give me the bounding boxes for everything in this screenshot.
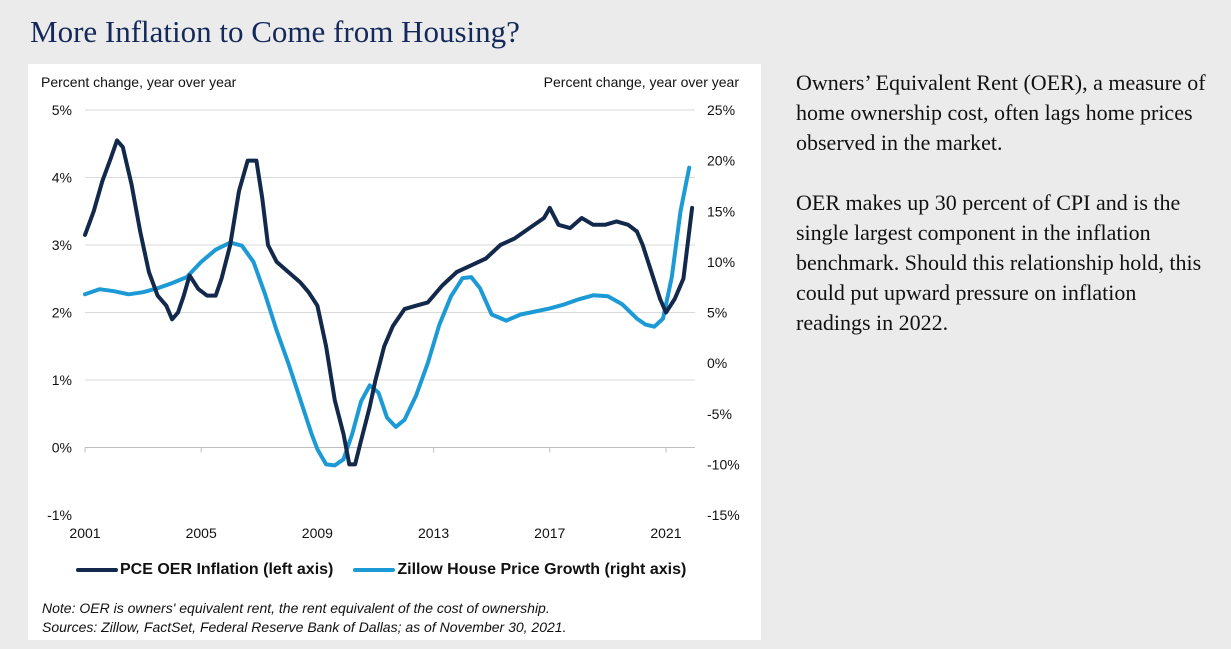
y-left-tick-label: 1% xyxy=(52,372,72,388)
y-left-axis-title: Percent change, year over year xyxy=(41,74,237,90)
x-tick-label: 2005 xyxy=(186,525,217,541)
x-tick-label: 2001 xyxy=(69,525,100,541)
x-tick-label: 2017 xyxy=(534,525,565,541)
series-line-pce-oer xyxy=(83,138,695,467)
y-left-tick-label: -1% xyxy=(47,507,72,523)
y-left-tick-label: 3% xyxy=(52,237,72,253)
y-right-tick-label: 10% xyxy=(707,254,735,270)
gridlines xyxy=(85,109,695,448)
commentary: Owners’ Equivalent Rent (OER), a measure… xyxy=(796,68,1216,368)
y-left-tick-label: 0% xyxy=(52,440,72,456)
note-line: Note: OER is owners' equivalent rent, th… xyxy=(42,600,550,616)
y-right-tick-label: 20% xyxy=(707,153,735,169)
y-right-tick-label: -10% xyxy=(707,456,740,472)
page-title: More Inflation to Come from Housing? xyxy=(30,14,520,49)
commentary-paragraph-2: OER makes up 30 percent of CPI and is th… xyxy=(796,190,1202,335)
y-right-tick-label: 5% xyxy=(707,305,727,321)
y-right-tick-label: 0% xyxy=(707,355,727,371)
axes: -1% 0% 1% 2% 3% 4% 5% -15% -10% -5% 0% 5% 10% 15% 20% 2… xyxy=(41,74,740,541)
y-right-tick-label: -15% xyxy=(707,507,740,523)
legend-swatch-zillow xyxy=(353,568,396,572)
legend-label-zillow: Zillow House Price Growth (right axis) xyxy=(397,561,687,578)
x-tick-label: 2013 xyxy=(418,525,449,541)
x-tick-label: 2021 xyxy=(650,525,681,541)
y-left-tick-label: 5% xyxy=(52,102,72,118)
line-chart: -1% 0% 1% 2% 3% 4% 5% -15% -10% -5% 0% 5% 10% 15% 20% 2… xyxy=(41,74,740,541)
chart-panel: -1% 0% 1% 2% 3% 4% 5% -15% -10% -5% 0% 5% 10% 15% 20% 2… xyxy=(28,64,761,640)
y-left-tick-label: 4% xyxy=(52,170,72,186)
series-layer xyxy=(83,138,695,468)
legend-label-pce: PCE OER Inflation (left axis) xyxy=(120,561,334,578)
legend-item-pce: PCE OER Inflation (left axis) xyxy=(76,561,333,579)
legend-swatch-pce xyxy=(76,568,118,572)
sources-line: Sources: Zillow, FactSet, Federal Reserv… xyxy=(42,619,567,635)
commentary-paragraph-1: Owners’ Equivalent Rent (OER), a measure… xyxy=(796,70,1206,155)
y-right-tick-label: -5% xyxy=(707,406,732,422)
legend: PCE OER Inflation (left axis) Zillow Hou… xyxy=(76,561,686,579)
y-right-axis-title: Percent change, year over year xyxy=(544,74,740,90)
x-tick-label: 2009 xyxy=(302,525,333,541)
series-line-zillow xyxy=(83,165,692,468)
chart-note: Note: OER is owners' equivalent rent, th… xyxy=(42,599,566,637)
legend-item-zillow: Zillow House Price Growth (right axis) xyxy=(353,561,686,579)
y-right-tick-label: 15% xyxy=(707,203,735,219)
y-left-tick-label: 2% xyxy=(52,305,72,321)
y-right-tick-label: 25% xyxy=(707,102,735,118)
